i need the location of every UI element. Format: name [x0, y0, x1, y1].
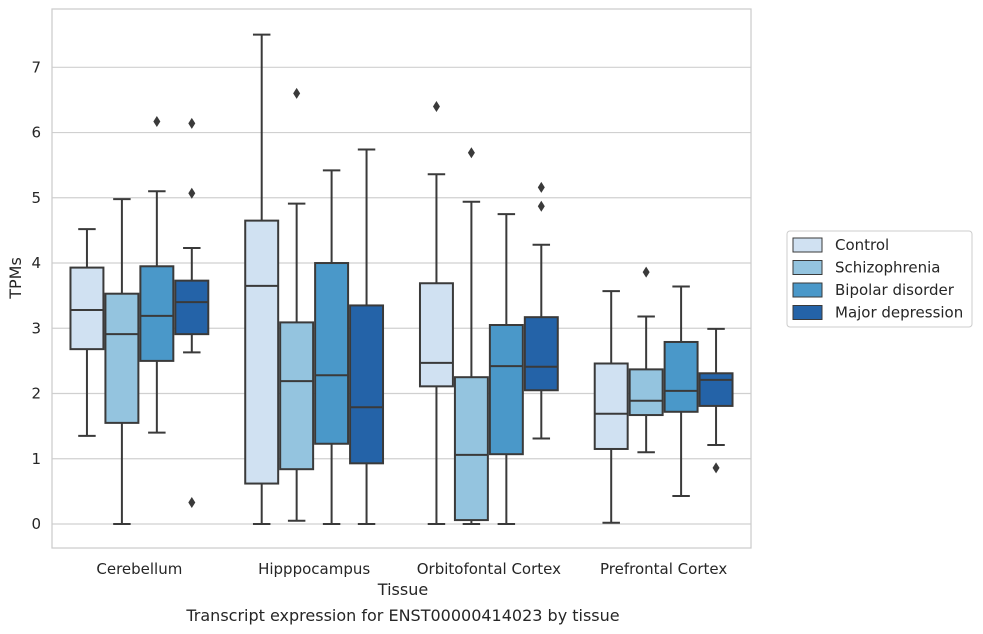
legend-entry: Major depression	[835, 304, 963, 322]
iqr-box	[279, 321, 315, 471]
box-major-depression	[698, 327, 734, 474]
box-major-depression	[523, 181, 559, 440]
y-tick-label: 3	[31, 319, 41, 337]
box-control	[418, 100, 454, 525]
x-tick-label: Prefrontal Cortex	[600, 560, 727, 578]
legend-entry: Schizophrenia	[835, 259, 940, 277]
outlier-point	[642, 266, 650, 278]
y-tick-label: 5	[31, 189, 41, 207]
outlier-point	[537, 200, 545, 212]
iqr-box	[488, 324, 524, 456]
x-axis-ticks: Cerebellum Hipppocampus Orbitofontal Corte…	[96, 560, 727, 578]
legend: Control Schizophrenia Bipolar disorder Majo…	[786, 230, 973, 328]
y-tick-label: 6	[31, 124, 41, 142]
iqr-box	[628, 368, 664, 417]
box-schizophrenia	[453, 147, 489, 525]
box-bipolar-disorder	[139, 115, 175, 434]
outlier-point	[188, 496, 196, 508]
y-axis-ticks: 0 1 2 3 4 5 6 7	[31, 58, 41, 533]
legend-frame	[786, 230, 973, 328]
box-control	[244, 33, 280, 525]
box-major-depression	[349, 148, 385, 525]
box-major-depression	[174, 117, 210, 508]
box-schizophrenia	[279, 87, 315, 522]
plot-area	[69, 33, 734, 525]
outlier-point	[467, 147, 475, 159]
iqr-box	[244, 219, 280, 485]
outlier-point	[188, 117, 196, 129]
iqr-box	[69, 266, 105, 351]
plot-frame	[51, 8, 752, 549]
y-axis-label: TPMs	[6, 257, 25, 300]
iqr-box	[698, 372, 734, 407]
outlier-point	[293, 87, 301, 99]
iqr-box	[104, 292, 140, 424]
legend-entry: Control	[835, 236, 889, 254]
outlier-point	[153, 115, 161, 127]
legend-swatch	[792, 237, 823, 253]
outlier-point	[712, 462, 720, 474]
box-control	[593, 290, 629, 524]
box-bipolar-disorder	[488, 213, 524, 525]
y-tick-label: 7	[31, 58, 41, 76]
legend-swatch	[792, 282, 823, 298]
iqr-box	[663, 340, 699, 413]
y-tick-label: 2	[31, 385, 41, 403]
iqr-box	[139, 265, 175, 362]
legend-swatch	[792, 305, 823, 320]
box-schizophrenia	[628, 266, 664, 454]
iqr-box	[593, 362, 629, 450]
y-tick-label: 0	[31, 515, 41, 533]
iqr-box	[523, 316, 559, 392]
y-tick-label: 4	[31, 254, 41, 272]
legend-entry: Bipolar disorder	[835, 281, 955, 299]
box-bipolar-disorder	[314, 169, 350, 525]
box-control	[69, 228, 105, 437]
iqr-box	[453, 376, 489, 522]
box-schizophrenia	[104, 198, 140, 525]
iqr-box	[418, 282, 454, 388]
outlier-point	[188, 187, 196, 199]
x-axis-label: Tissue	[377, 580, 428, 599]
x-tick-label: Hipppocampus	[258, 560, 370, 578]
chart-caption: Transcript expression for ENST0000041402…	[185, 606, 619, 625]
x-tick-label: Cerebellum	[96, 560, 182, 578]
x-tick-label: Orbitofontal Cortex	[417, 560, 561, 578]
iqr-box	[314, 262, 350, 445]
legend-swatch	[792, 260, 823, 275]
y-tick-label: 1	[31, 450, 41, 468]
iqr-box	[349, 304, 385, 465]
outlier-point	[432, 100, 440, 112]
iqr-box	[174, 279, 210, 336]
outlier-point	[537, 181, 545, 193]
box-bipolar-disorder	[663, 285, 699, 497]
